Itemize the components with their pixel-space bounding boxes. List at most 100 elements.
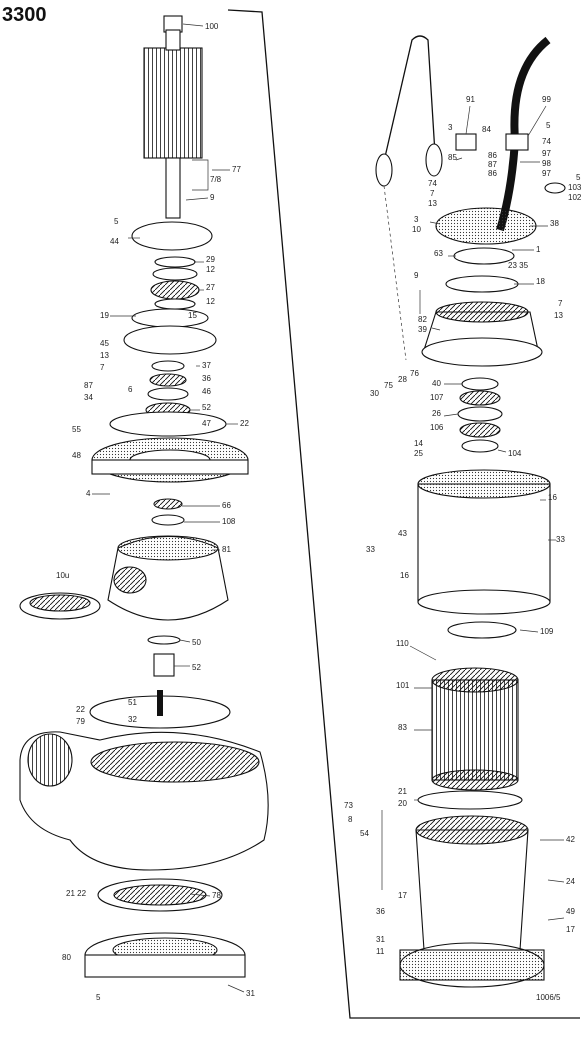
label-13: 13 [100,351,109,360]
label-r38: 38 [550,219,559,228]
label-77: 77 [232,165,241,174]
label-r30: 30 [370,389,379,398]
label-52b: 52 [192,663,201,672]
label-45: 45 [100,339,109,348]
label-46: 46 [202,387,211,396]
impeller-81-eye [113,566,147,594]
label-37: 37 [202,361,211,370]
top-cover-38 [435,207,537,245]
label-r26: 26 [432,409,441,418]
bearing-26 [457,406,503,422]
label-15: 15 [188,311,197,320]
label-r7b: 7 [558,299,563,308]
label-r40: 40 [432,379,441,388]
label-r31: 31 [376,935,385,944]
label-r5a: 5 [546,121,551,130]
stator-housing-43-bottom [417,589,551,615]
stator-housing-43-top [417,469,551,499]
label-31: 31 [246,989,255,998]
seal-plate-48-rim [91,459,249,475]
label-r17b: 17 [566,925,575,934]
label-66: 66 [222,501,231,510]
housing-39-top [435,301,529,323]
label-r9: 9 [414,271,419,280]
cable-entry-74 [505,133,529,151]
label-r75: 75 [384,381,393,390]
label-55: 55 [72,425,81,434]
ring-12b [154,298,196,310]
ring-21 [417,790,523,810]
stator-83 [431,679,519,781]
label-5: 5 [114,217,119,226]
label-r83: 83 [398,723,407,732]
corner-code: 1006/5 [536,993,561,1002]
ring-63 [453,247,515,265]
lifting-handle [381,35,437,171]
ring-108 [151,514,185,526]
label-r104: 104 [508,449,522,458]
bearing-107 [459,390,501,406]
label-r106: 106 [430,423,444,432]
label-r74a: 74 [542,137,551,146]
label-78: 78 [212,891,221,900]
label-r43: 43 [398,529,407,538]
label-r21: 21 [398,787,407,796]
label-51: 51 [128,698,137,707]
seal-housing-45 [123,325,217,355]
screw-32 [157,690,163,716]
label-r87: 87 [488,160,497,169]
label-r17a: 17 [398,891,407,900]
lower-housing-42-flange [399,949,545,981]
ring-29 [154,256,196,268]
left-leader-lines [92,23,245,993]
handle-eye-right [425,143,443,177]
label-9: 9 [210,193,215,202]
label-r3a: 3 [448,123,453,132]
housing-39-flange [421,337,543,367]
handle-eye-left [375,153,393,187]
label-52: 52 [202,403,211,412]
label-34: 34 [84,393,93,402]
label-r101: 101 [396,681,410,690]
label-r73: 73 [344,801,353,810]
label-4: 4 [86,489,91,498]
label-r99: 99 [542,95,551,104]
label-r3b: 3 [414,215,419,224]
label-7: 7 [100,363,105,372]
label-r24: 24 [566,877,575,886]
label-12b: 12 [206,297,215,306]
label-r103: 103 [568,183,582,192]
label-r85: 85 [448,153,457,162]
wear-ring-78-inner [113,884,207,906]
label-6: 6 [128,385,133,394]
impeller-81-top [117,535,219,561]
ring-66 [153,498,183,510]
right-callouts: 91 99 3 84 5 74 85 86 87 86 97 98 97 5 1… [344,95,582,1002]
label-r20: 20 [398,799,407,808]
label-r28: 28 [398,375,407,384]
model-number: 3300 [2,4,47,26]
cap-100u-inner [29,594,91,612]
label-r18: 18 [536,277,545,286]
label-r86b: 86 [488,169,497,178]
label-r8: 8 [348,815,353,824]
ring-18 [445,275,519,293]
left-assembly [19,15,269,978]
label-27: 27 [206,283,215,292]
bearing-40 [461,377,499,391]
label-81: 81 [222,545,231,554]
label-r13a: 13 [428,199,437,208]
label-32: 32 [128,715,137,724]
label-r42: 42 [566,835,575,844]
label-48: 48 [72,451,81,460]
label-r39: 39 [418,325,427,334]
label-r102: 102 [568,193,582,202]
label-r33b: 33 [556,535,565,544]
label-r97b: 97 [542,169,551,178]
label-r16b: 16 [400,571,409,580]
label-r7a: 7 [430,189,435,198]
label-29: 29 [206,255,215,264]
ring-12a [152,267,198,281]
label-36: 36 [202,374,211,383]
